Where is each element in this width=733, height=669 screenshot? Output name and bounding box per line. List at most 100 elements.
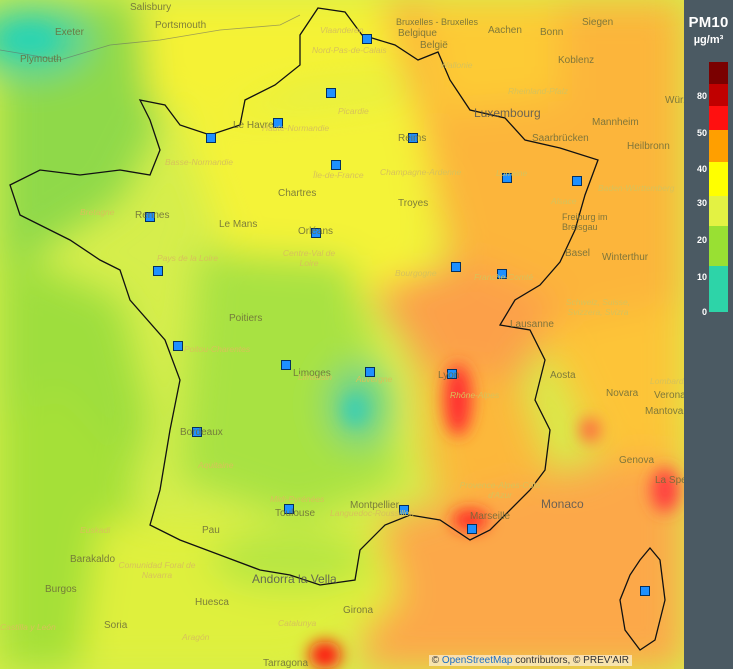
- station-marker[interactable]: [206, 133, 216, 143]
- city-label: Exeter: [55, 27, 84, 38]
- city-label: Würzburg: [665, 95, 684, 106]
- city-label: Heilbronn: [627, 141, 670, 152]
- city-label: Plymouth: [20, 54, 62, 65]
- region-label: Catalunya: [278, 618, 317, 628]
- station-marker[interactable]: [497, 269, 507, 279]
- corsica-border: [619, 546, 666, 651]
- station-marker[interactable]: [640, 586, 650, 596]
- region-label: Lorraine: [496, 168, 528, 178]
- city-label: Salisbury: [130, 2, 172, 13]
- legend-band: [709, 162, 728, 196]
- attribution-prefix: ©: [431, 655, 440, 666]
- station-marker[interactable]: [451, 262, 461, 272]
- region-label: Aragón: [182, 632, 210, 642]
- city-label: Reims: [398, 133, 427, 144]
- legend-tick-label: 10: [696, 272, 707, 282]
- station-marker[interactable]: [173, 341, 183, 351]
- legend-tick-label: 0: [701, 307, 707, 317]
- station-marker[interactable]: [331, 160, 341, 170]
- city-label: La Spezia: [655, 475, 684, 486]
- city-label: Barakaldo: [70, 554, 116, 565]
- city-label: Bordeaux: [180, 427, 223, 438]
- legend-title: PM10: [688, 14, 729, 31]
- city-label: Koblenz: [558, 55, 595, 66]
- legend-tick-label: 30: [696, 198, 707, 208]
- region-label: Castilla y León: [0, 622, 56, 632]
- city-label: Andorra la Vella: [252, 572, 337, 586]
- region-label: Pays de la Loire: [157, 253, 218, 263]
- region-label: Lombardia: [650, 376, 684, 386]
- city-label: Huesca: [195, 597, 229, 608]
- station-marker[interactable]: [572, 176, 582, 186]
- city-label: Girona: [343, 605, 374, 616]
- city-label: Siegen: [582, 17, 614, 28]
- city-label: Limoges: [293, 368, 331, 379]
- city-label: Pau: [202, 525, 220, 536]
- city-label: Bruxelles - Bruxelles: [396, 17, 479, 27]
- station-marker[interactable]: [502, 173, 512, 183]
- station-marker[interactable]: [467, 524, 477, 534]
- region-label: Vlaanderen: [320, 25, 364, 35]
- city-label: Tarragona: [263, 658, 309, 669]
- region-label: Rhône-Alpes: [450, 390, 500, 400]
- region-label: Poitou-Charentes: [184, 344, 251, 354]
- station-marker[interactable]: [284, 504, 294, 514]
- station-marker[interactable]: [399, 505, 409, 515]
- station-marker[interactable]: [447, 369, 457, 379]
- station-marker[interactable]: [273, 118, 283, 128]
- legend-band: [709, 84, 728, 106]
- city-label: Novara: [606, 388, 639, 399]
- city-label: Winterthur: [602, 252, 649, 263]
- station-marker[interactable]: [192, 427, 202, 437]
- city-label: Portsmouth: [155, 20, 207, 31]
- map-canvas: [0, 0, 684, 669]
- region-label: Picardie: [338, 106, 369, 116]
- city-label: Burgos: [45, 584, 77, 595]
- station-marker[interactable]: [408, 133, 418, 143]
- city-label: Montpellier: [350, 500, 399, 511]
- city-label: Belgique: [398, 28, 437, 39]
- legend-tick-label: 40: [696, 164, 707, 174]
- city-label: Poitiers: [229, 313, 263, 324]
- region-label: Champagne-Ardenne: [380, 167, 462, 177]
- pollution-map[interactable]: Salisbury Portsmouth Exeter Plymouth Le …: [0, 0, 684, 669]
- station-marker[interactable]: [362, 34, 372, 44]
- region-label: Schweiz, Suisse, Svizzera, Svizra: [565, 297, 631, 317]
- region-label: Centre-Val de Loire: [282, 248, 336, 268]
- city-label: Le Mans: [219, 219, 258, 230]
- region-label: Franche-Comté: [474, 272, 534, 282]
- legend-band: [709, 62, 728, 84]
- legend-panel: PM10 µg/m³ 80 50 40 30 20 10 0: [684, 0, 733, 669]
- region-label: Aquitaine: [198, 460, 234, 470]
- attribution-suffix: contributors, © PREV'AIR: [515, 655, 629, 666]
- legend-band: [709, 226, 728, 266]
- city-label: Rennes: [135, 210, 170, 221]
- legend-band: [709, 266, 728, 312]
- region-label: Bourgogne: [395, 268, 437, 278]
- station-marker[interactable]: [365, 367, 375, 377]
- region-label: Auvergne: [356, 374, 393, 384]
- city-label: Basel: [565, 248, 591, 259]
- station-marker[interactable]: [326, 88, 336, 98]
- france-border: [9, 7, 599, 586]
- city-label: Mannheim: [592, 117, 639, 128]
- region-label: Comunidad Foral de Navarra: [118, 560, 196, 580]
- station-marker[interactable]: [153, 266, 163, 276]
- region-label: Euskadi: [80, 525, 111, 535]
- station-marker[interactable]: [311, 228, 321, 238]
- city-label: Verona: [654, 390, 684, 401]
- city-label: Mantova: [645, 406, 684, 417]
- city-label: Le Havre: [233, 120, 274, 131]
- legend-tick-label: 50: [696, 128, 707, 138]
- station-marker[interactable]: [281, 360, 291, 370]
- station-marker[interactable]: [145, 212, 155, 222]
- legend-band: [709, 106, 728, 130]
- city-label: Lausanne: [510, 319, 554, 330]
- region-label: Basse-Normandie: [165, 157, 234, 167]
- city-label: Lyon: [438, 370, 460, 381]
- openstreetmap-link[interactable]: OpenStreetMap: [441, 655, 513, 666]
- city-label: Orléans: [298, 226, 334, 237]
- city-label: Monaco: [541, 497, 584, 511]
- city-label: Luxembourg: [474, 106, 541, 120]
- region-label: Midi-Pyrénées: [270, 494, 325, 504]
